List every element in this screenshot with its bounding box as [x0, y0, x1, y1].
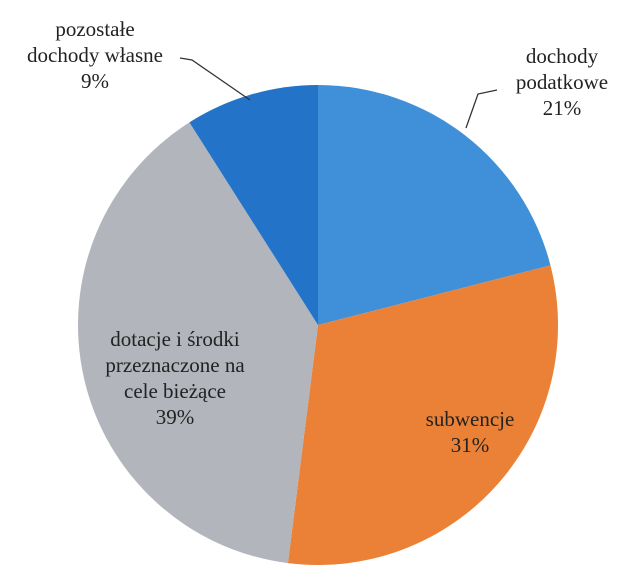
category-name: dotacje i środki przeznaczone na cele bi…: [105, 327, 245, 403]
pie-slice: [189, 85, 318, 325]
slice-label: dotacje i środki przeznaczone na cele bi…: [105, 326, 244, 430]
slice-label: pozostałe dochody własne 9%: [27, 16, 163, 94]
pie-slice: [77, 122, 318, 564]
leader-line: [465, 89, 498, 129]
pie-slice: [287, 265, 558, 565]
category-name: dochody podatkowe: [515, 44, 609, 94]
slice-label: dochody podatkowe 21%: [516, 43, 608, 121]
value-label: 21%: [542, 96, 582, 120]
category-name: pozostałe dochody własne: [27, 17, 163, 67]
leader-line: [179, 57, 251, 101]
value-label: 9%: [80, 69, 109, 93]
value-label: 39%: [155, 405, 195, 429]
slice-label: subwencje 31%: [426, 406, 515, 458]
category-name: subwencje: [425, 407, 515, 431]
pie-slice: [318, 85, 551, 325]
value-label: 31%: [450, 433, 490, 457]
